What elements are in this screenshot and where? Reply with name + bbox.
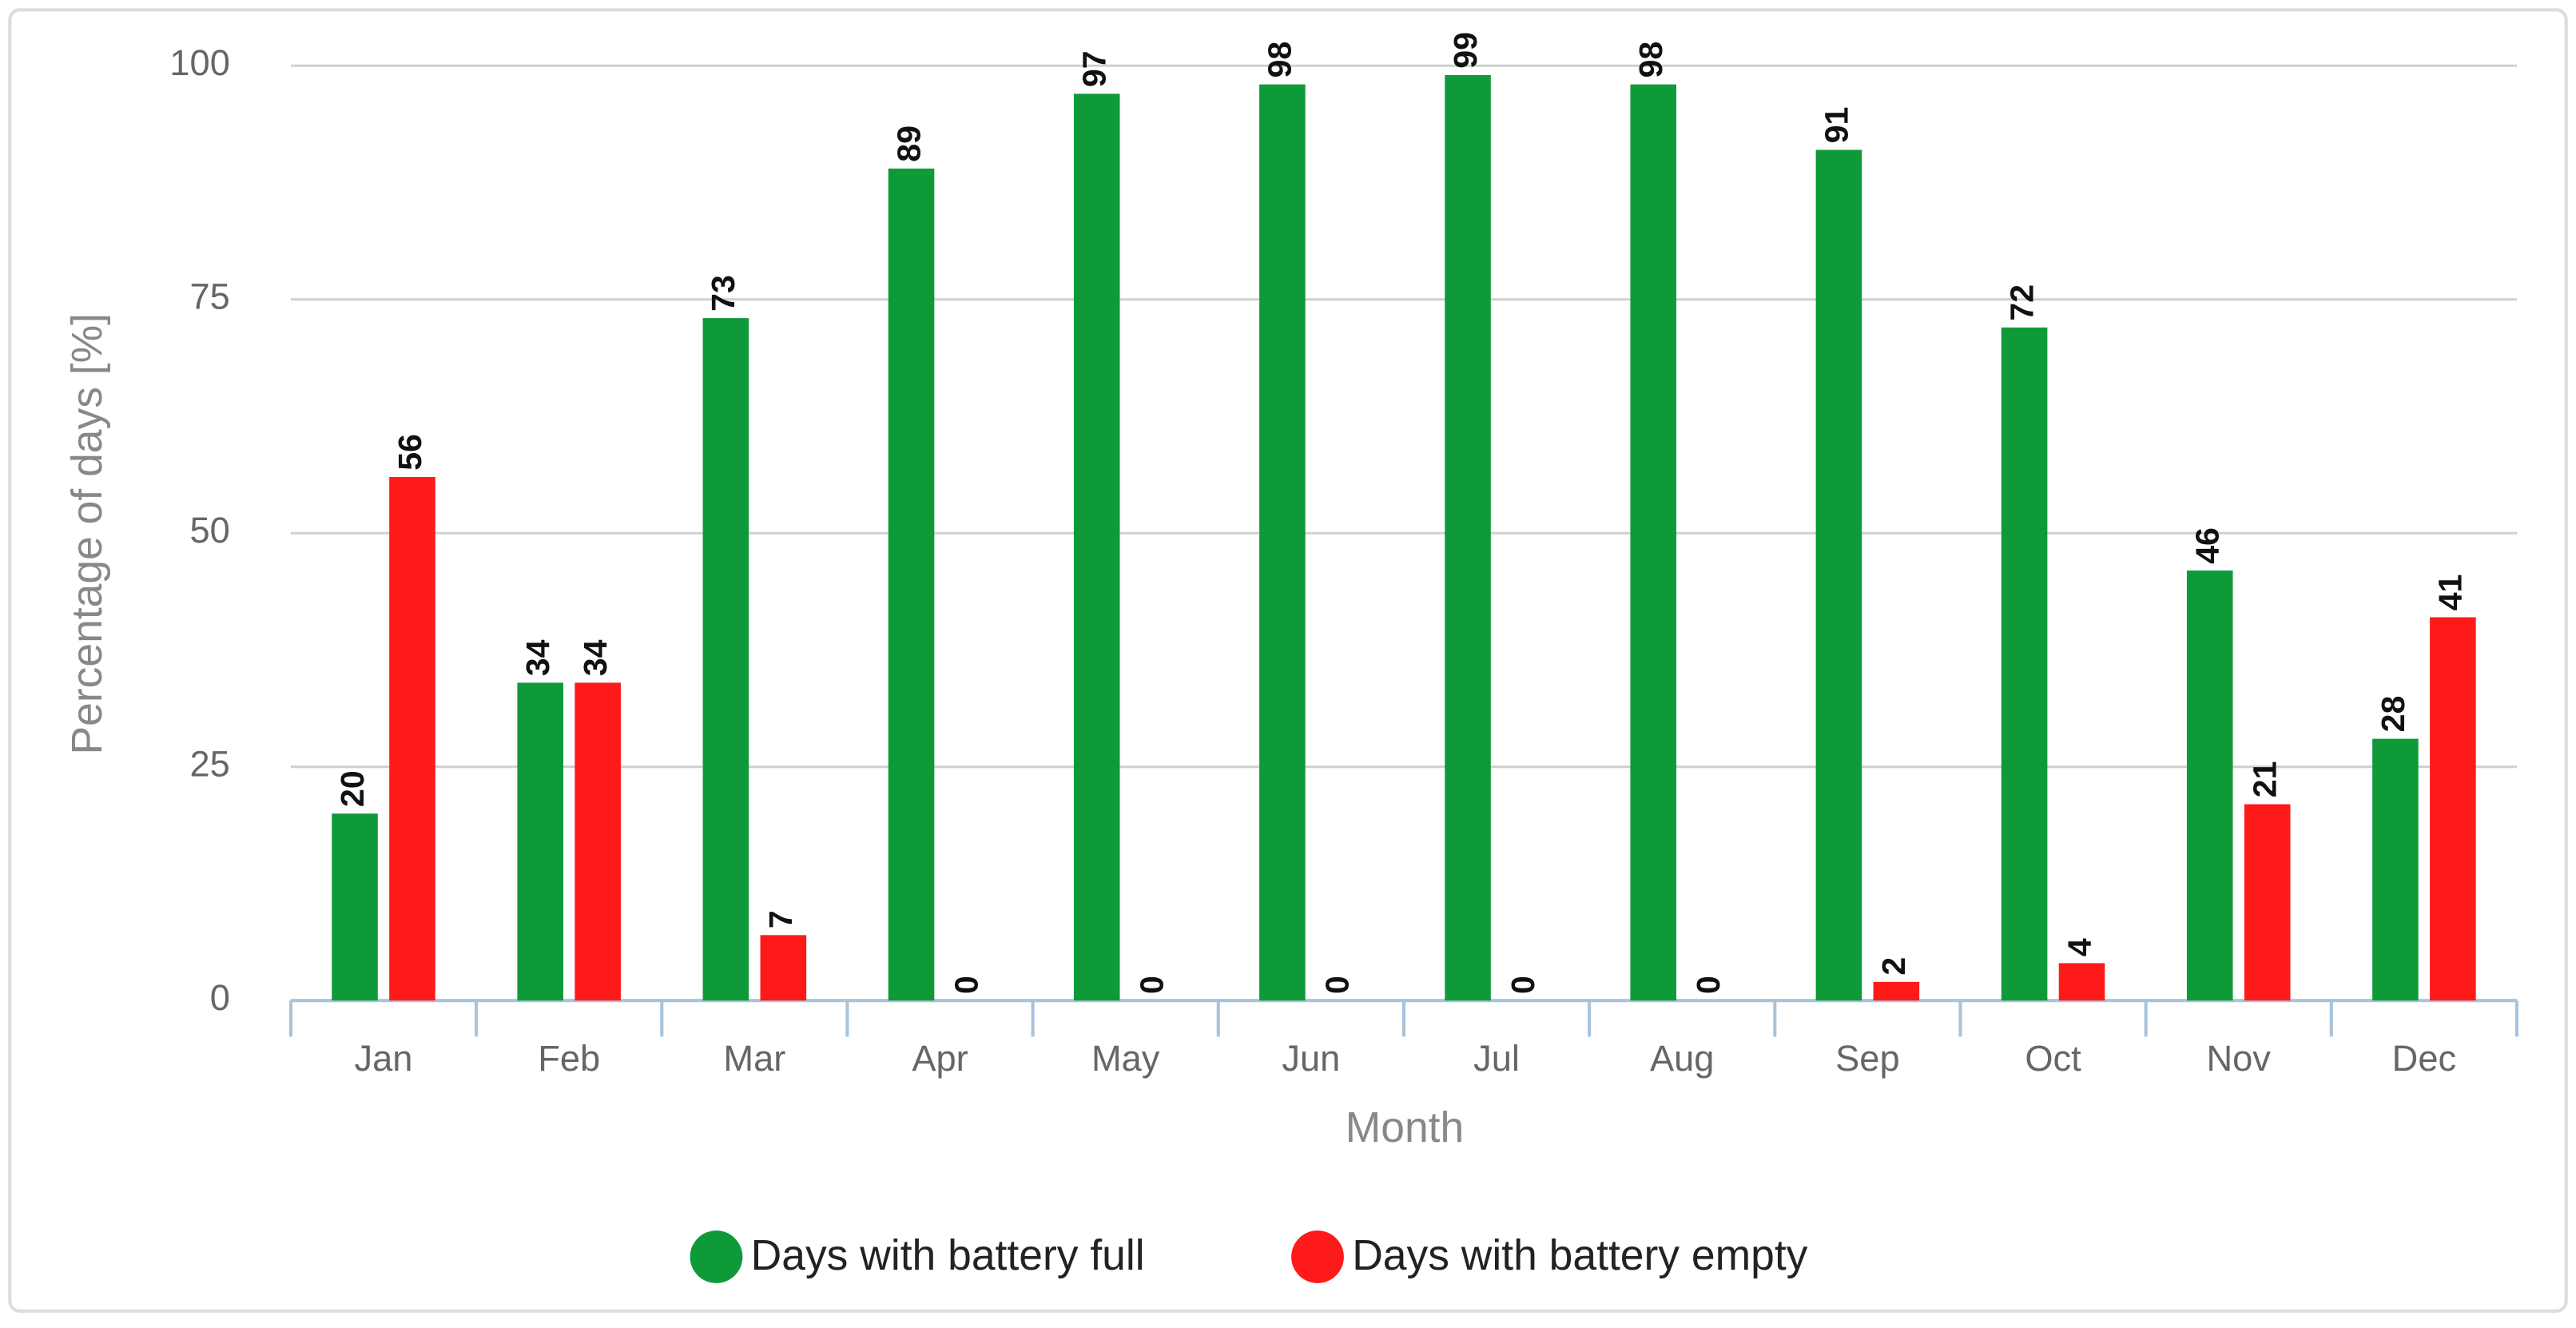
- x-tick-label: Sep: [1835, 1038, 1899, 1079]
- data-label: 98: [1632, 42, 1669, 78]
- x-tick-label: Aug: [1650, 1038, 1714, 1079]
- data-label: 99: [1447, 32, 1484, 69]
- data-label: 41: [2432, 575, 2469, 611]
- data-label: 98: [1262, 42, 1298, 78]
- bar: [1073, 93, 1120, 1001]
- data-label: 46: [2189, 527, 2226, 564]
- data-label: 73: [705, 275, 741, 312]
- data-label: 56: [392, 434, 428, 471]
- legend-label: Days with battery empty: [1352, 1232, 1807, 1279]
- bar: [1630, 84, 1677, 1001]
- x-tick-label: Jun: [1282, 1038, 1340, 1079]
- x-tick-label: Apr: [912, 1038, 968, 1079]
- x-tick-label: Jan: [355, 1038, 413, 1079]
- bar: [1445, 74, 1491, 1001]
- data-label: 0: [948, 976, 984, 994]
- x-tick-label: May: [1091, 1038, 1160, 1079]
- data-label: 91: [1818, 107, 1854, 144]
- bar: [702, 318, 749, 1001]
- bar: [1815, 149, 1862, 1001]
- data-label: 21: [2247, 761, 2284, 798]
- bar: [2058, 963, 2105, 1001]
- data-label: 28: [2375, 696, 2411, 733]
- data-label: 0: [1505, 976, 1541, 994]
- bar: [2001, 327, 2048, 1001]
- bar: [389, 477, 435, 1001]
- data-label: 72: [2003, 284, 2040, 321]
- data-label: 34: [577, 639, 614, 676]
- legend-marker: [1291, 1231, 1344, 1283]
- bar: [2430, 617, 2476, 1001]
- bar: [1259, 84, 1306, 1001]
- x-tick-label: Mar: [723, 1038, 785, 1079]
- y-axis-title: Percentage of days [%]: [64, 313, 111, 755]
- data-label: 0: [1134, 976, 1171, 994]
- bar: [332, 813, 378, 1001]
- y-tick-label: 0: [210, 977, 230, 1018]
- x-tick-label: Dec: [2392, 1038, 2456, 1079]
- data-label: 4: [2061, 938, 2097, 956]
- bar: [574, 682, 621, 1001]
- bar: [1873, 981, 1920, 1001]
- x-tick-label: Jul: [1473, 1038, 1520, 1079]
- legend-label: Days with battery full: [751, 1232, 1145, 1279]
- bar: [2372, 738, 2419, 1001]
- data-label: 34: [519, 639, 556, 676]
- x-axis-title: Month: [1346, 1104, 1465, 1151]
- y-tick-label: 50: [190, 510, 230, 551]
- bar: [760, 935, 807, 1001]
- x-tick-label: Oct: [2025, 1038, 2081, 1079]
- y-tick-label: 100: [169, 42, 229, 83]
- bar: [2244, 804, 2291, 1001]
- data-label: 20: [334, 770, 371, 807]
- data-label: 0: [1690, 976, 1727, 994]
- y-tick-label: 75: [190, 276, 230, 317]
- bar: [517, 682, 563, 1001]
- x-tick-label: Feb: [538, 1038, 600, 1079]
- legend-marker: [690, 1231, 743, 1283]
- data-label: 7: [762, 910, 799, 928]
- bar: [888, 168, 935, 1001]
- data-label: 97: [1076, 50, 1113, 87]
- x-tick-label: Nov: [2207, 1038, 2272, 1079]
- data-label: 0: [1319, 976, 1356, 994]
- data-label: 89: [890, 125, 927, 162]
- data-label: 2: [1875, 957, 1912, 976]
- y-tick-label: 25: [190, 744, 230, 785]
- bar: [2186, 571, 2233, 1001]
